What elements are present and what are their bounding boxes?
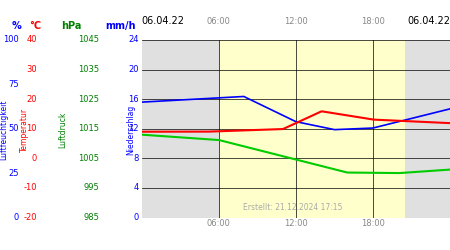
Text: 1005: 1005 — [78, 154, 99, 163]
Text: 0: 0 — [133, 213, 139, 222]
Text: Niederschlag: Niederschlag — [126, 105, 135, 155]
Text: 30: 30 — [26, 65, 37, 74]
Text: 25: 25 — [9, 168, 19, 177]
Text: Erstellt: 21.12.2024 17:15: Erstellt: 21.12.2024 17:15 — [243, 203, 343, 212]
Text: 10: 10 — [27, 124, 37, 133]
Text: 995: 995 — [83, 184, 99, 192]
Text: -20: -20 — [23, 213, 37, 222]
Text: 4: 4 — [133, 184, 139, 192]
Text: 0: 0 — [32, 154, 37, 163]
Text: 1015: 1015 — [78, 124, 99, 133]
Text: 1035: 1035 — [78, 65, 99, 74]
Text: 1045: 1045 — [78, 36, 99, 44]
Text: -10: -10 — [23, 184, 37, 192]
Text: 0: 0 — [14, 213, 19, 222]
Text: 40: 40 — [27, 36, 37, 44]
Text: %: % — [11, 21, 21, 31]
Text: 20: 20 — [128, 65, 139, 74]
Text: 06:00: 06:00 — [207, 17, 231, 26]
Text: hPa: hPa — [61, 21, 81, 31]
Text: 12:00: 12:00 — [284, 17, 308, 26]
Text: 24: 24 — [128, 36, 139, 44]
Text: 20: 20 — [27, 95, 37, 104]
Text: 50: 50 — [9, 124, 19, 133]
Text: 8: 8 — [133, 154, 139, 163]
Text: 100: 100 — [3, 36, 19, 44]
Text: 75: 75 — [8, 80, 19, 89]
Text: 06.04.22: 06.04.22 — [407, 16, 450, 26]
Text: 12: 12 — [128, 124, 139, 133]
Bar — [219, 40, 405, 218]
Text: 16: 16 — [128, 95, 139, 104]
Text: 06.04.22: 06.04.22 — [142, 16, 185, 26]
Text: Luftfeuchtigkeit: Luftfeuchtigkeit — [0, 100, 8, 160]
Text: 18:00: 18:00 — [361, 17, 385, 26]
Text: 985: 985 — [83, 213, 99, 222]
Text: Luftdruck: Luftdruck — [58, 112, 68, 148]
Text: 1025: 1025 — [78, 95, 99, 104]
Text: mm/h: mm/h — [106, 21, 136, 31]
Text: Temperatur: Temperatur — [20, 108, 29, 152]
Text: °C: °C — [29, 21, 41, 31]
